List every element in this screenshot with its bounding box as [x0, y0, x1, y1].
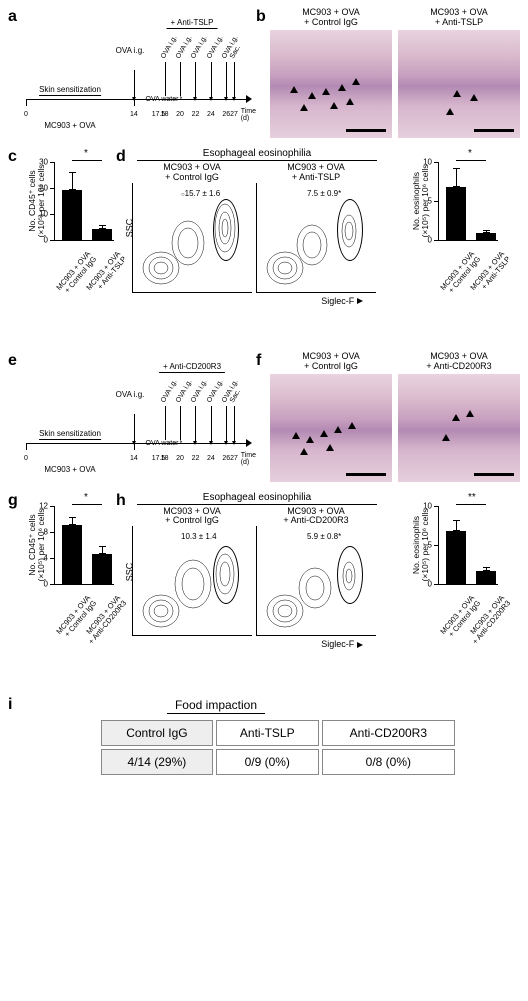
- table-header-cell: Control IgG: [101, 720, 213, 746]
- gate-label-h-right: 5.9 ± 0.8*: [307, 532, 341, 541]
- barchart-c: 0102030No. CD45⁺ cells(×10⁵) per 10⁶ cel…: [22, 154, 116, 324]
- table-heading: Food impaction: [167, 698, 265, 714]
- gate-label-d-right: 7.5 ± 0.9*: [307, 189, 341, 198]
- histo-title-f-right: MC903 + OVA+ Anti-CD200R3: [398, 352, 520, 372]
- gate-label-d-left: ○15.7 ± 1.6: [181, 189, 220, 198]
- treatment-banner-e: + Anti-CD200R3: [159, 362, 225, 373]
- histo-title-f-left: MC903 + OVA+ Control IgG: [270, 352, 392, 372]
- flowplot-d-right: 7.5 ± 0.9*: [256, 183, 376, 293]
- flow-title-d-left: MC903 + OVA+ Control IgG: [132, 163, 252, 183]
- first-ova-label-e: OVA i.g.: [116, 390, 145, 399]
- flowplot-h-right: 5.9 ± 0.8*: [256, 526, 376, 636]
- strip-label: MC903 + OVA: [44, 121, 95, 130]
- flow-heading-d: Esophageal eosinophilia: [137, 148, 377, 161]
- table-value-cell: 4/14 (29%): [101, 749, 213, 775]
- first-ova-label: OVA i.g.: [116, 46, 145, 55]
- barchart-g: 04812No. CD45⁺ cells(×10⁵) per 10⁶ cells…: [22, 498, 116, 668]
- flowplot-d-left: ○15.7 ± 1.6: [132, 183, 252, 293]
- histology-f-left: [270, 374, 392, 482]
- flow-xaxis-d: Siglec-F: [132, 296, 382, 306]
- panel-label-h: h: [116, 492, 126, 510]
- histology-b-left: [270, 30, 392, 138]
- histology-b-right: [398, 30, 520, 138]
- strip-label-e: MC903 + OVA: [44, 465, 95, 474]
- panel-label-f: f: [256, 352, 261, 370]
- flow-title-h-left: MC903 + OVA+ Control IgG: [132, 507, 252, 527]
- flow-heading-h: Esophageal eosinophilia: [137, 492, 377, 505]
- time-unit-e: Time(d): [241, 452, 256, 466]
- gate-label-h-left: 10.3 ± 1.4: [181, 532, 217, 541]
- barchart-d: 0510No. eosinophils(×10⁵) per 10⁶ cellsM…: [402, 154, 512, 334]
- time-unit: Time(d): [241, 108, 256, 122]
- sensitization-label-e: Skin sensitization: [39, 429, 101, 440]
- panel-label-i: i: [8, 696, 12, 714]
- food-impaction-table: Control IgG Anti-TSLP Anti-CD200R3 4/14 …: [98, 717, 458, 778]
- table-header-cell: Anti-TSLP: [216, 720, 319, 746]
- table-value-cell: 0/9 (0%): [216, 749, 319, 775]
- table-header-cell: Anti-CD200R3: [322, 720, 455, 746]
- sensitization-label: Skin sensitization: [39, 85, 101, 96]
- timeline-e: + Anti-CD200R3 OVA i.g. OVA i.g.OVA i.g.…: [22, 362, 252, 472]
- histology-f-right: [398, 374, 520, 482]
- histo-title-b-right: MC903 + OVA+ Anti-TSLP: [398, 8, 520, 28]
- panel-label-g: g: [8, 492, 18, 510]
- flowplot-h-left: 10.3 ± 1.4: [132, 526, 252, 636]
- panel-label-e: e: [8, 352, 17, 370]
- panel-label-d: d: [116, 148, 126, 166]
- panel-label-a: a: [8, 8, 17, 26]
- barchart-h: 0510No. eosinophils(×10⁵) per 10⁶ cellsM…: [402, 498, 512, 678]
- panel-label-b: b: [256, 8, 266, 26]
- table-value-cell: 0/8 (0%): [322, 749, 455, 775]
- flow-xaxis-h: Siglec-F: [132, 639, 382, 649]
- timeline-a: + Anti-TSLP OVA i.g. OVA i.g.OVA i.g.OVA…: [22, 18, 252, 128]
- treatment-banner: + Anti-TSLP: [167, 18, 218, 29]
- histo-title-b-left: MC903 + OVA+ Control IgG: [270, 8, 392, 28]
- panel-label-c: c: [8, 148, 17, 166]
- flow-title-d-right: MC903 + OVA+ Anti-TSLP: [256, 163, 376, 183]
- flow-title-h-right: MC903 + OVA+ Anti-CD200R3: [256, 507, 376, 527]
